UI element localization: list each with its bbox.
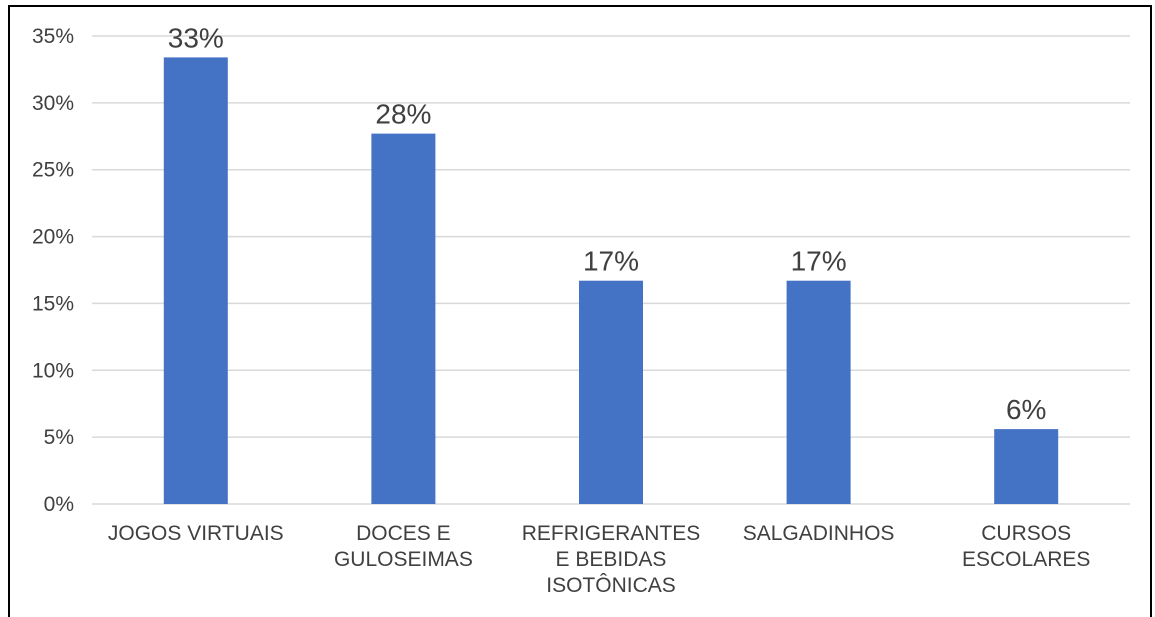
bars bbox=[163, 57, 1059, 504]
bar bbox=[579, 280, 643, 504]
y-tick-label: 10% bbox=[32, 359, 74, 382]
bar bbox=[371, 133, 436, 504]
data-labels: 33% 28% 17% 17% 6% bbox=[168, 22, 1047, 425]
bar bbox=[786, 280, 851, 504]
y-tick-label: 25% bbox=[32, 159, 74, 182]
category-label: REFRIGERANTES E BEBIDAS ISOTÔNICAS bbox=[522, 522, 701, 597]
y-tick-label: 0% bbox=[44, 493, 74, 516]
chart-frame bbox=[8, 5, 1152, 617]
category-label: JOGOS VIRTUAIS bbox=[108, 522, 284, 545]
y-tick-label: 5% bbox=[44, 426, 74, 449]
data-label: 33% bbox=[168, 22, 224, 53]
x-axis-category-labels: JOGOS VIRTUAIS DOCES E GULOSEIMAS REFRIGERA… bbox=[108, 522, 1091, 597]
category-label: DOCES E GULOSEIMAS bbox=[334, 522, 473, 571]
y-tick-label: 35% bbox=[32, 25, 74, 48]
data-label: 28% bbox=[375, 99, 431, 130]
y-tick-label: 30% bbox=[32, 92, 74, 115]
data-label: 6% bbox=[1006, 394, 1046, 425]
bar bbox=[163, 57, 228, 504]
y-tick-label: 20% bbox=[32, 226, 74, 249]
y-tick-label: 15% bbox=[32, 292, 74, 315]
data-label: 17% bbox=[583, 246, 639, 277]
bar bbox=[994, 429, 1059, 504]
category-label: CURSOS ESCOLARES bbox=[962, 522, 1090, 571]
category-label: SALGADINHOS bbox=[743, 522, 895, 545]
data-label: 17% bbox=[791, 246, 847, 277]
y-axis-tick-labels: 0% 5% 10% 15% 20% 25% 30% 35% bbox=[32, 25, 74, 516]
